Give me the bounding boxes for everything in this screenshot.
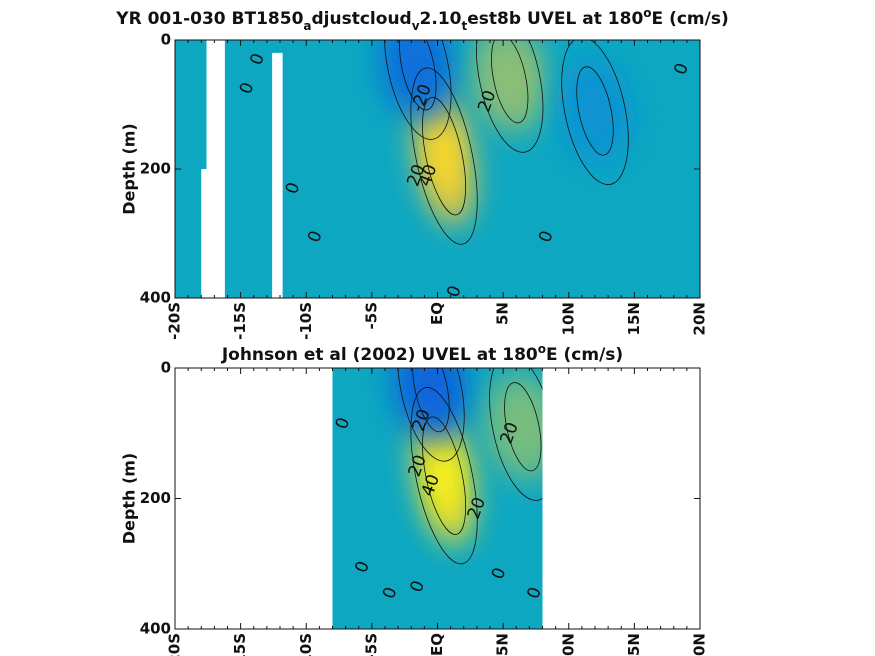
- contour-line: [410, 67, 478, 245]
- x-tick-label: EQ: [428, 633, 446, 656]
- missing-data-band: [206, 40, 225, 298]
- title-part: a: [303, 19, 311, 33]
- contour-label: 0: [523, 585, 545, 602]
- x-tick-label: 5N: [494, 302, 512, 325]
- title-part: o: [538, 342, 546, 356]
- contour-line: [561, 40, 629, 185]
- chart-title: Johnson et al (2002) UVEL at 180oE (cm/s…: [221, 342, 623, 365]
- missing-data-band: [272, 52, 283, 298]
- x-tick-label: -20S: [166, 302, 184, 340]
- x-tick-label: 15N: [625, 633, 643, 656]
- x-tick-label: 20N: [691, 302, 709, 335]
- y-tick-label: 400: [140, 620, 171, 638]
- x-tick-label: 5N: [494, 633, 512, 656]
- title-part: Johnson et al (2002) UVEL at 180: [221, 345, 538, 365]
- contour-line: [410, 387, 478, 565]
- x-tick-label: 20N: [691, 633, 709, 656]
- y-tick-label: 0: [161, 31, 171, 49]
- title-part: djustcloud: [312, 9, 412, 29]
- x-tick-label: 15N: [625, 302, 643, 335]
- title-part: v: [412, 19, 420, 33]
- x-tick-label: -20S: [166, 633, 184, 656]
- y-tick-label: 200: [140, 489, 171, 507]
- title-part: 2.10: [420, 9, 462, 29]
- y-tick-label: 400: [140, 289, 171, 307]
- x-tick-label: -15S: [231, 302, 249, 340]
- feature-core: [505, 399, 540, 455]
- x-tick-label: 10N: [559, 633, 577, 656]
- contour-line: [576, 66, 614, 156]
- title-part: YR 001-030 BT1850: [115, 9, 303, 29]
- x-tick-label: -10S: [297, 633, 315, 656]
- y-tick-label: 0: [161, 359, 171, 377]
- y-axis-label: Depth (m): [120, 123, 139, 215]
- contour-line: [491, 40, 529, 124]
- contour-line: [412, 368, 450, 433]
- feature-core: [577, 83, 613, 139]
- chart-title: YR 001-030 BT1850adjustcloudv2.10test8b …: [115, 6, 728, 33]
- contour-line: [504, 382, 542, 472]
- contour-line: [476, 40, 544, 153]
- title-part: o: [643, 6, 651, 20]
- title-part: E (cm/s): [546, 345, 623, 365]
- y-axis-label: Depth (m): [120, 453, 139, 545]
- feature-core: [413, 368, 449, 416]
- contour-line: [384, 40, 452, 140]
- title-part: E (cm/s): [652, 9, 729, 29]
- x-tick-label: -5S: [362, 302, 380, 329]
- y-tick-label: 200: [140, 160, 171, 178]
- feature-core: [400, 40, 435, 94]
- x-tick-label: -15S: [231, 633, 249, 656]
- missing-data-band: [201, 169, 207, 298]
- x-tick-label: -5S: [362, 633, 380, 656]
- contour-line: [422, 96, 467, 216]
- x-tick-label: -10S: [297, 302, 315, 340]
- title-part: est8b UVEL at 180: [467, 9, 643, 29]
- contour-line: [489, 368, 543, 501]
- feature-core: [492, 51, 527, 107]
- title-part: t: [462, 19, 468, 33]
- contour-line: [397, 368, 465, 462]
- feature-core: [431, 440, 457, 511]
- feature-core: [431, 121, 457, 192]
- contour-line: [399, 40, 437, 111]
- x-tick-label: 10N: [559, 302, 577, 335]
- contour-line: [422, 416, 467, 535]
- x-tick-label: EQ: [428, 302, 446, 325]
